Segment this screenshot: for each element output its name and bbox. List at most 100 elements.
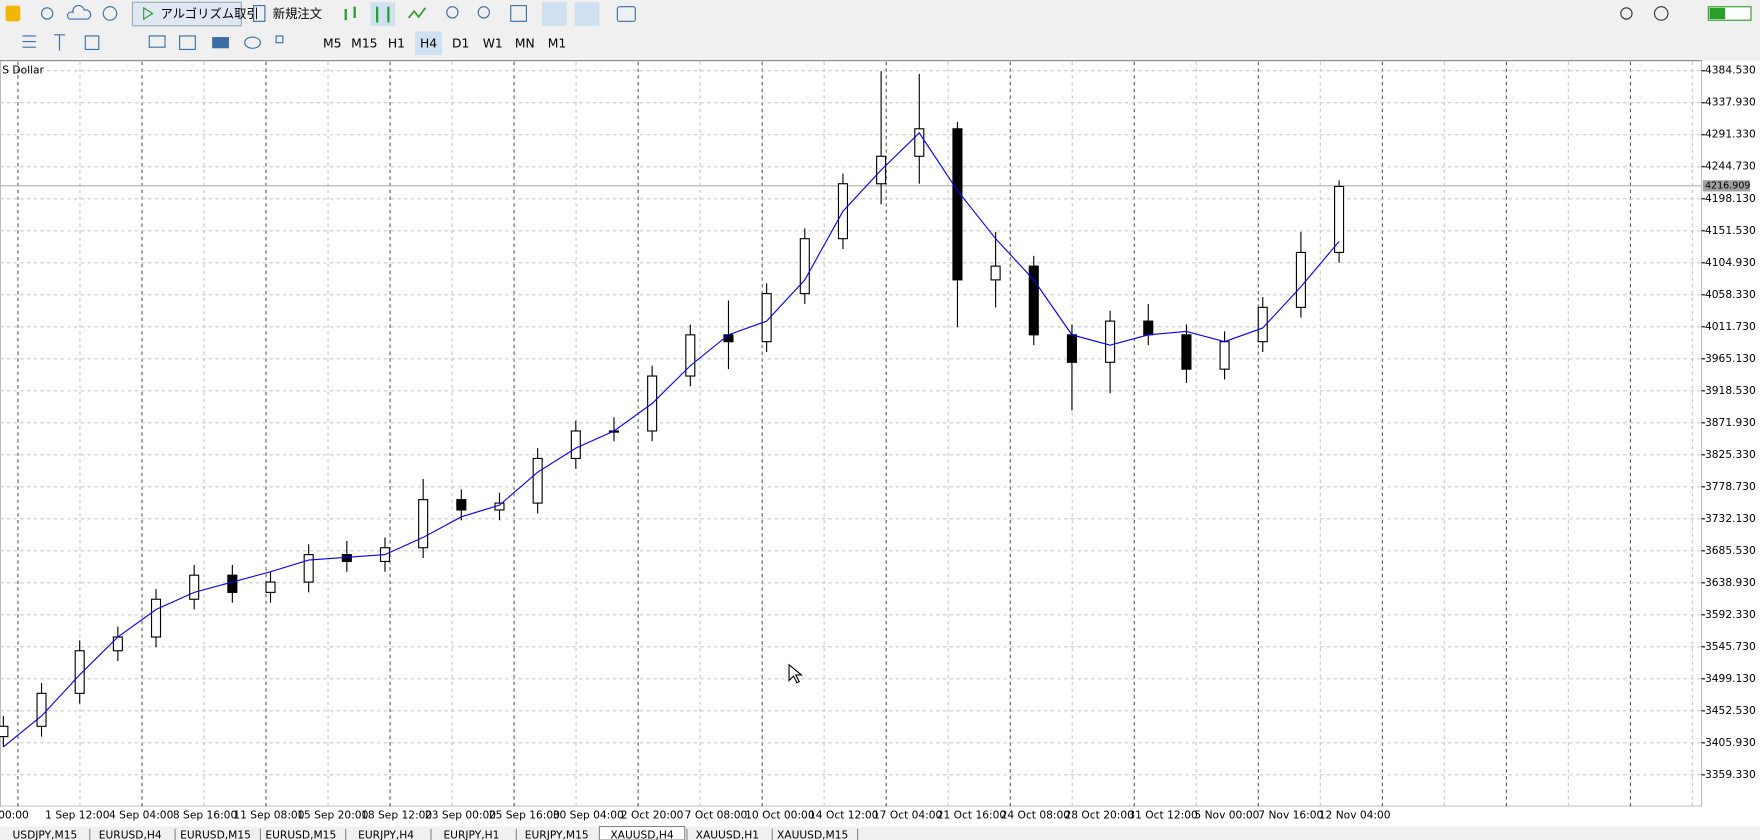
timeframe-button[interactable]: M1 — [548, 36, 566, 50]
y-tick-label: 3685.530 — [1705, 544, 1756, 557]
icon[interactable] — [446, 6, 459, 19]
x-tick-label: 30 Sep 04:00 — [553, 808, 624, 821]
drawing-tools[interactable] — [22, 34, 284, 51]
mouse-cursor — [788, 663, 804, 684]
tab[interactable]: EURJPY,H4 — [358, 829, 414, 840]
y-tick-label: 3638.930 — [1705, 576, 1756, 589]
candle-body — [1028, 265, 1039, 336]
candle-body — [265, 581, 276, 593]
new-order-label[interactable]: 新規注文 — [273, 6, 322, 21]
candle-body — [112, 636, 123, 652]
x-tick-label: 14 Oct 12:00 — [809, 808, 879, 821]
icon[interactable] — [5, 5, 21, 22]
icon[interactable] — [253, 5, 266, 22]
y-tick-label: 3592.330 — [1705, 608, 1756, 621]
tab[interactable]: EURJPY,M15 — [525, 829, 589, 840]
y-tick-label: 4244.730 — [1705, 160, 1756, 173]
icon[interactable] — [477, 6, 490, 19]
tab[interactable]: EURUSD,M15 — [265, 829, 336, 840]
candle-body — [1295, 251, 1306, 308]
candle-body — [456, 499, 467, 511]
icon[interactable] — [510, 5, 527, 22]
candle-body — [303, 554, 314, 583]
timeframe-button[interactable]: H4 — [420, 36, 437, 50]
icon — [143, 6, 154, 21]
icon[interactable] — [407, 7, 427, 19]
signal-fill — [1709, 7, 1726, 20]
tab[interactable]: XAUUSD,H1 — [696, 829, 759, 840]
candle-body — [1334, 185, 1345, 253]
candle-body — [1066, 334, 1077, 363]
icon[interactable] — [616, 6, 636, 22]
candle-body — [0, 725, 9, 738]
candle-body — [1181, 334, 1192, 370]
y-tick-label: 3778.730 — [1705, 480, 1756, 493]
icon[interactable] — [66, 4, 92, 20]
x-tick-label: 17 Oct 04:00 — [873, 808, 943, 821]
x-tick-label: 23 Sep 00:00 — [425, 808, 496, 821]
tab[interactable]: XAUUSD,H4 — [610, 829, 674, 840]
candle-body — [570, 430, 581, 460]
search-icon[interactable] — [1620, 7, 1633, 20]
timeframe-button[interactable]: MN — [515, 36, 535, 50]
y-tick-label: 3452.530 — [1705, 704, 1756, 717]
y-tick-label: 4198.130 — [1705, 192, 1756, 205]
timeframe-button[interactable]: M15 — [351, 36, 377, 50]
x-tick-label: 2 Oct 20:00 — [621, 808, 684, 821]
moving-average — [3, 132, 1340, 748]
y-tick-label: 4104.930 — [1705, 256, 1756, 269]
y-tick-label: 3499.130 — [1705, 672, 1756, 685]
x-tick-label: 31 Oct 12:00 — [1128, 808, 1198, 821]
candle-body — [74, 650, 85, 694]
x-tick-label: 15 Sep 20:00 — [297, 808, 368, 821]
icon[interactable] — [102, 6, 118, 21]
tab[interactable]: EURUSD,M15 — [180, 829, 251, 840]
candle-body — [227, 574, 238, 593]
y-tick-label: 3732.130 — [1705, 512, 1756, 525]
candle-body — [150, 598, 162, 638]
x-tick-label: 11 Sep 08:00 — [233, 808, 304, 821]
timeframe-button[interactable]: M5 — [323, 36, 341, 50]
y-tick-label: 3545.730 — [1705, 640, 1756, 653]
toolbar-bg — [0, 0, 1760, 61]
tab[interactable]: USDJPY,M15 — [13, 829, 78, 840]
timeframe-bar: M5 M15 H1 H4 D1 W1 MN M1 — [323, 31, 566, 56]
y-tick-label: 4291.330 — [1705, 128, 1756, 141]
candle-body — [990, 265, 1001, 281]
active-bg — [574, 2, 600, 26]
icon[interactable] — [212, 37, 229, 49]
chart-area — [0, 60, 1703, 807]
candle-body — [189, 574, 200, 600]
y-tick-label: 4337.930 — [1705, 96, 1756, 109]
tab[interactable]: XAUUSD,M15 — [777, 829, 848, 840]
tab[interactable]: EURUSD,H4 — [99, 829, 162, 840]
x-tick-label: 7 Oct 08:00 — [685, 808, 748, 821]
plot — [0, 71, 1345, 748]
y-tick-label: 3359.330 — [1705, 768, 1756, 781]
candle-body — [952, 128, 963, 281]
x-tick-label: 8 Sep 16:00 — [173, 808, 238, 821]
candle-body — [761, 293, 772, 343]
algo-button[interactable] — [131, 1, 242, 27]
y-tick-label: 4058.330 — [1705, 288, 1756, 301]
x-tick-label: 21 Oct 16:00 — [937, 808, 1007, 821]
timeframe-button[interactable]: W1 — [483, 36, 503, 50]
candle-body — [799, 238, 810, 295]
account-icon[interactable] — [1653, 6, 1669, 21]
candle-body — [685, 334, 696, 377]
x-tick-label: 12 Nov 04:00 — [1319, 808, 1391, 821]
tab[interactable]: EURJPY,H1 — [443, 829, 499, 840]
current-price-box — [1702, 180, 1750, 192]
toolbar: アルゴリズム取引 新規注文 — [5, 1, 1752, 51]
timeframe-button[interactable]: H1 — [388, 36, 405, 50]
icon[interactable] — [344, 6, 390, 23]
icon[interactable] — [40, 7, 54, 20]
grid: 4384.530 4337.930 4291.330 4244.730 4198.130… — [0, 61, 1756, 821]
x-tick-label: 00:00 — [0, 808, 29, 821]
timeframe-active — [415, 31, 443, 56]
x-tick-label: 10 Oct 00:00 — [745, 808, 815, 821]
x-tick-label: 4 Sep 04:00 — [109, 808, 174, 821]
x-tick-label: 18 Sep 12:00 — [361, 808, 432, 821]
timeframe-button[interactable]: D1 — [452, 36, 469, 50]
